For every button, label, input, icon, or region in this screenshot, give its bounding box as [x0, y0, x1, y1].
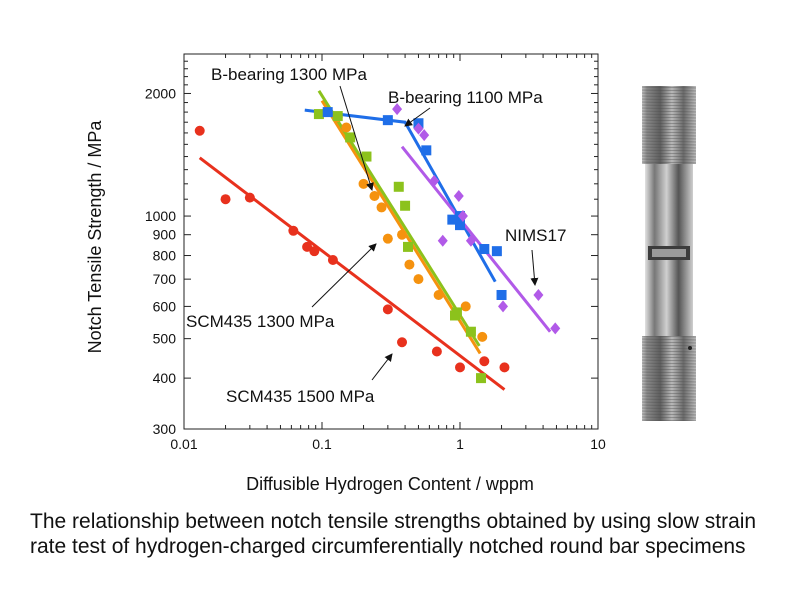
point-nims17 — [498, 300, 509, 313]
point-nims17 — [419, 129, 430, 142]
arrow-nims17 — [530, 249, 539, 286]
point-scm435-1500-mpa — [455, 362, 465, 373]
fit-line-nims17 — [400, 145, 552, 333]
point-b-bearing-1100-mpa — [479, 244, 490, 255]
point-scm435-1500-mpa — [302, 241, 313, 252]
arrow-scm435-1500 — [371, 353, 393, 381]
y-tick-label: 2000 — [145, 85, 176, 101]
point-scm435-1300-mpa — [460, 301, 471, 312]
point-nims17 — [533, 288, 544, 301]
point-b-bearing-1300-mpa — [332, 111, 343, 122]
round-bar-specimen-photo — [642, 86, 696, 421]
point-scm435-1300-mpa — [413, 274, 424, 285]
point-scm435-1300-mpa — [341, 122, 352, 133]
data-points — [194, 103, 561, 384]
point-b-bearing-1100-mpa — [496, 289, 507, 300]
x-axis-title: Diffusible Hydrogen Content / wppm — [246, 474, 534, 494]
arrow-b-bearing-1300 — [339, 85, 374, 191]
label-nims17: NIMS17 — [505, 226, 566, 245]
x-tick-label: 1 — [456, 436, 464, 452]
x-tick-label: 0.1 — [312, 436, 332, 452]
fit-lines — [198, 90, 552, 391]
point-nims17 — [457, 210, 468, 223]
point-nims17 — [429, 174, 440, 187]
point-b-bearing-1100-mpa — [447, 214, 458, 225]
point-scm435-1300-mpa — [358, 178, 369, 189]
y-tick-label: 700 — [153, 271, 177, 287]
point-b-bearing-1100-mpa — [382, 115, 393, 126]
point-b-bearing-1300-mpa — [345, 132, 356, 143]
point-b-bearing-1300-mpa — [400, 200, 411, 211]
point-b-bearing-1300-mpa — [393, 181, 404, 192]
point-b-bearing-1300-mpa — [476, 373, 487, 384]
point-scm435-1500-mpa — [431, 346, 442, 357]
point-b-bearing-1300-mpa — [451, 307, 462, 318]
point-b-bearing-1300-mpa — [313, 109, 324, 120]
point-b-bearing-1300-mpa — [465, 326, 476, 337]
point-nims17 — [465, 234, 476, 247]
y-tick-label: 900 — [153, 227, 177, 243]
point-scm435-1500-mpa — [479, 356, 490, 367]
point-b-bearing-1100-mpa — [491, 246, 502, 257]
label-scm435-1300: SCM435 1300 MPa — [186, 312, 335, 331]
point-scm435-1500-mpa — [327, 255, 338, 266]
figure-caption: The relationship between notch tensile s… — [30, 510, 757, 558]
y-tick-label: 500 — [153, 331, 177, 347]
point-nims17 — [392, 103, 403, 116]
point-scm435-1300-mpa — [433, 289, 444, 300]
point-b-bearing-1100-mpa — [455, 220, 465, 231]
x-tick-label: 10 — [590, 436, 606, 452]
point-scm435-1300-mpa — [397, 229, 408, 240]
point-scm435-1500-mpa — [309, 246, 320, 257]
point-scm435-1300-mpa — [369, 191, 380, 202]
label-b-bearing-1300: B-bearing 1300 MPa — [211, 65, 367, 84]
point-scm435-1500-mpa — [220, 194, 231, 205]
point-scm435-1500-mpa — [382, 304, 393, 315]
point-b-bearing-1100-mpa — [421, 145, 432, 156]
point-b-bearing-1300-mpa — [361, 151, 372, 162]
arrow-b-bearing-1100 — [404, 107, 431, 127]
point-b-bearing-1300-mpa — [403, 241, 414, 252]
point-scm435-1500-mpa — [244, 192, 255, 203]
point-scm435-1300-mpa — [404, 259, 415, 270]
point-nims17 — [550, 322, 561, 335]
y-tick-label: 800 — [153, 248, 177, 264]
y-tick-label: 1000 — [145, 208, 176, 224]
point-scm435-1300-mpa — [477, 331, 488, 342]
point-scm435-1500-mpa — [499, 362, 510, 373]
label-b-bearing-1100: B-bearing 1100 MPa — [388, 88, 543, 107]
y-tick-label: 400 — [153, 370, 177, 386]
axis-ticks: 0.01 0.1 1 10 300 400 500 600 700 800 900 1000 2000 — [145, 53, 606, 452]
notch-strength-chart: 0.01 0.1 1 1030040050060070080090010002000 … — [85, 53, 606, 494]
y-tick-label: 600 — [153, 298, 177, 314]
point-nims17 — [437, 234, 448, 247]
point-nims17 — [453, 190, 464, 203]
point-scm435-1300-mpa — [382, 233, 393, 244]
plot-frame — [183, 53, 599, 430]
x-tick-label: 0.01 — [170, 436, 197, 452]
label-scm435-1500: SCM435 1500 MPa — [226, 387, 375, 406]
point-scm435-1300-mpa — [376, 202, 387, 213]
point-scm435-1500-mpa — [194, 125, 205, 136]
arrow-scm435-1300 — [311, 243, 377, 308]
y-tick-label: 300 — [153, 421, 177, 437]
point-b-bearing-1100-mpa — [322, 107, 333, 118]
point-scm435-1500-mpa — [288, 225, 299, 236]
point-scm435-1500-mpa — [397, 337, 408, 348]
y-axis-title: Notch Tensile Strength / MPa — [85, 120, 105, 354]
point-nims17 — [413, 122, 424, 135]
